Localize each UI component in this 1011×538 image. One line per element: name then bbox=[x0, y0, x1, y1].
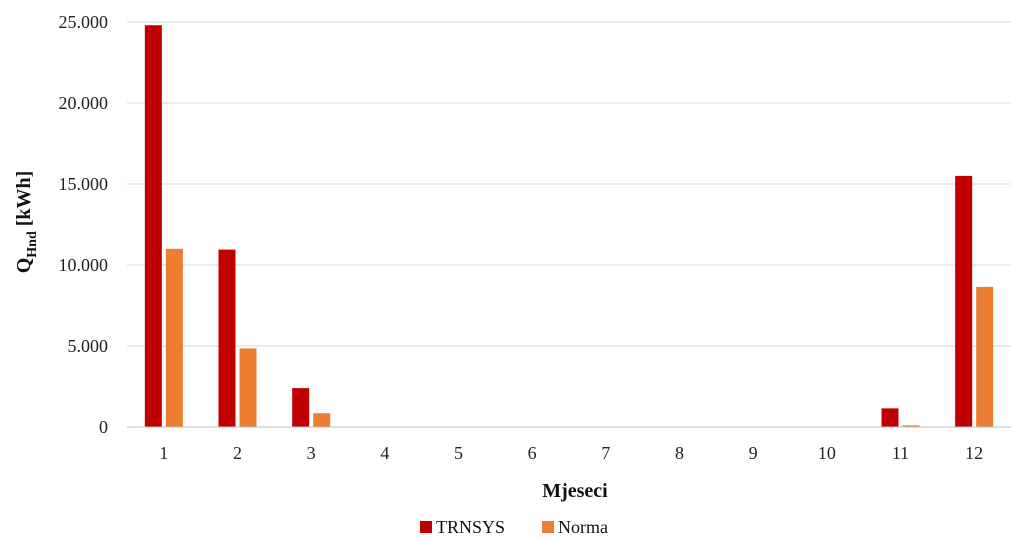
y-axis-title: QHnd [kWh] bbox=[13, 171, 40, 274]
y-axis-title-subscript: Hnd bbox=[25, 231, 40, 258]
legend-swatch-trnsys bbox=[420, 521, 432, 533]
y-tick-label: 10.000 bbox=[59, 255, 109, 275]
legend-label-trnsys: TRNSYS bbox=[436, 517, 505, 537]
x-tick-label: 5 bbox=[454, 443, 463, 463]
bar-norma-1 bbox=[165, 248, 183, 427]
y-tick-label: 15.000 bbox=[59, 174, 109, 194]
x-tick-label: 1 bbox=[159, 443, 168, 463]
bar-norma-3 bbox=[313, 413, 331, 427]
y-tick-labels: 0 5.000 10.000 15.000 20.000 25.000 bbox=[59, 12, 109, 437]
x-tick-label: 6 bbox=[528, 443, 537, 463]
x-tick-label: 11 bbox=[892, 443, 909, 463]
x-tick-label: 10 bbox=[818, 443, 836, 463]
legend-swatch-norma bbox=[542, 521, 554, 533]
legend: TRNSYS Norma bbox=[420, 517, 608, 537]
x-tick-label: 12 bbox=[965, 443, 983, 463]
x-tick-labels: 1 2 3 4 5 6 7 8 9 10 11 12 bbox=[159, 443, 983, 463]
x-axis-title: Mjeseci bbox=[542, 480, 608, 502]
bar-norma-11 bbox=[902, 425, 920, 427]
bar-norma-12 bbox=[976, 286, 994, 427]
x-tick-label: 4 bbox=[380, 443, 389, 463]
x-tick-label: 8 bbox=[675, 443, 684, 463]
x-tick-label: 9 bbox=[749, 443, 758, 463]
bar-trnsys-12 bbox=[955, 175, 973, 427]
x-tick-label: 3 bbox=[307, 443, 316, 463]
y-tick-label: 0 bbox=[99, 417, 108, 437]
bar-trnsys-1 bbox=[144, 25, 162, 428]
legend-label-norma: Norma bbox=[558, 517, 608, 537]
bar-norma-2 bbox=[239, 348, 257, 427]
bar-trnsys-2 bbox=[218, 249, 236, 427]
y-tick-label: 25.000 bbox=[59, 12, 109, 32]
y-tick-label: 5.000 bbox=[68, 336, 109, 356]
x-tick-label: 2 bbox=[233, 443, 242, 463]
bars bbox=[144, 25, 994, 428]
gridlines bbox=[127, 21, 1011, 347]
bar-trnsys-3 bbox=[292, 388, 310, 427]
bar-trnsys-11 bbox=[881, 408, 899, 427]
y-tick-label: 20.000 bbox=[59, 93, 109, 113]
x-tick-label: 7 bbox=[601, 443, 610, 463]
